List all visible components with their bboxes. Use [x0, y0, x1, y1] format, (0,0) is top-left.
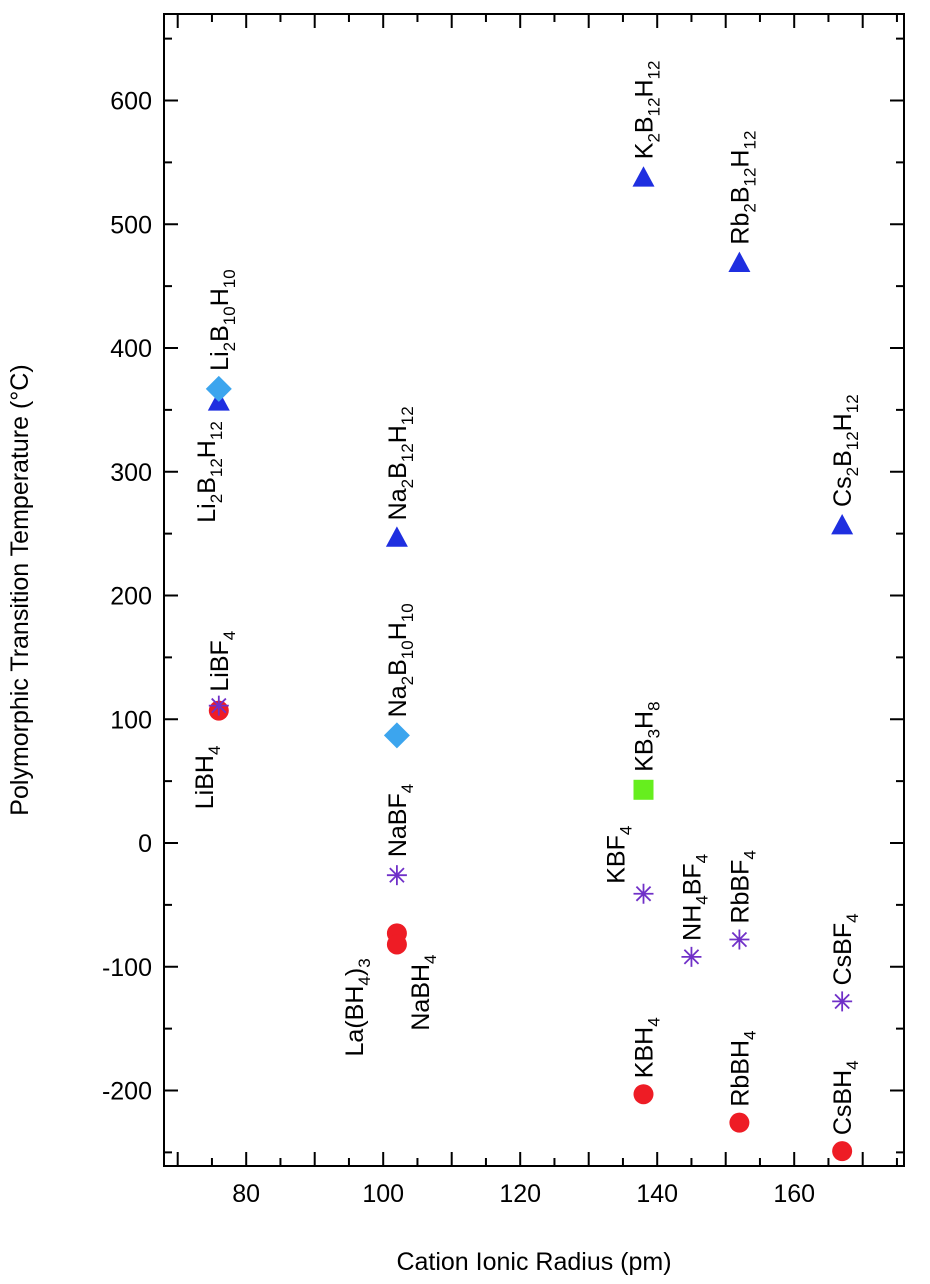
y-tick-label: 200	[110, 583, 152, 611]
asterisk-marker	[832, 991, 853, 1012]
point-label: RbBF4​	[726, 850, 759, 923]
point-label: NaBF4​	[384, 784, 417, 857]
asterisk-marker	[681, 946, 702, 967]
point-label: LiBF4​	[206, 631, 239, 692]
x-axis-title: Cation Ionic Radius (pm)	[396, 1248, 671, 1276]
circle-marker	[633, 1084, 654, 1105]
point-label: CsBH4​	[829, 1060, 862, 1135]
triangle-marker	[831, 513, 854, 535]
point-label: KBF4​	[603, 826, 636, 884]
data-points	[205, 166, 854, 1162]
y-tick-label: 500	[110, 211, 152, 239]
x-tick-label: 160	[773, 1180, 815, 1208]
point-label: Na2​B10​H10​	[384, 603, 417, 717]
point-label: KB3​H8​	[631, 701, 664, 771]
plot-frame	[163, 13, 905, 1167]
x-tick-label: 80	[232, 1180, 260, 1208]
asterisk-marker	[208, 695, 229, 716]
point-label: NaBH4​	[407, 954, 440, 1030]
circle-marker	[729, 1112, 750, 1133]
point-label: CsBF4​	[829, 913, 862, 985]
point-label: Rb2​B12​H12​	[726, 131, 759, 245]
y-tick-label: 600	[110, 88, 152, 116]
y-tick-label: -200	[102, 1078, 152, 1106]
axes: 80 100 120 140 160 -200 -100 0 100 200 300 400 500 60…	[102, 13, 905, 1208]
x-tick-label: 120	[499, 1180, 541, 1208]
circle-marker	[386, 934, 407, 955]
point-label: Cs2​B12​H12​	[829, 394, 862, 507]
point-label: La(BH4​)3​	[341, 958, 374, 1056]
y-tick-label: 300	[110, 459, 152, 487]
x-tick-label: 140	[636, 1180, 678, 1208]
y-tick-label: 100	[110, 706, 152, 734]
point-labels: LiBH4​ La(BH4​)3​ NaBH4​ KBH4​ RbBH4​ CsBH4​ L…	[191, 60, 862, 1135]
circle-marker	[832, 1141, 853, 1162]
triangle-marker	[632, 166, 655, 187]
triangle-marker	[728, 251, 751, 272]
point-label: K2​B12​H12​	[631, 60, 664, 159]
point-label: KBH4​	[631, 1017, 664, 1078]
triangle-marker	[385, 526, 408, 547]
diamond-marker	[205, 375, 232, 402]
point-label: Li2​B10​H10​	[206, 269, 239, 371]
asterisk-marker	[633, 883, 654, 904]
point-label: Li2​B12​H12​	[193, 421, 226, 523]
y-tick-label: 0	[138, 830, 152, 858]
square-marker	[633, 779, 654, 800]
x-tick-label: 100	[362, 1180, 404, 1208]
diamond-marker	[383, 722, 410, 749]
point-label: NH4​BF4​	[678, 854, 711, 941]
asterisk-marker	[729, 929, 750, 950]
asterisk-marker	[386, 865, 407, 886]
y-tick-label: 400	[110, 335, 152, 363]
y-tick-label: -100	[102, 954, 152, 982]
y-axis-title: Polymorphic Transition Temperature (°C)	[6, 364, 34, 815]
point-label: RbBH4​	[726, 1031, 759, 1107]
point-label: Na2​B12​H12​	[384, 406, 417, 520]
point-label: LiBH4​	[191, 746, 224, 810]
